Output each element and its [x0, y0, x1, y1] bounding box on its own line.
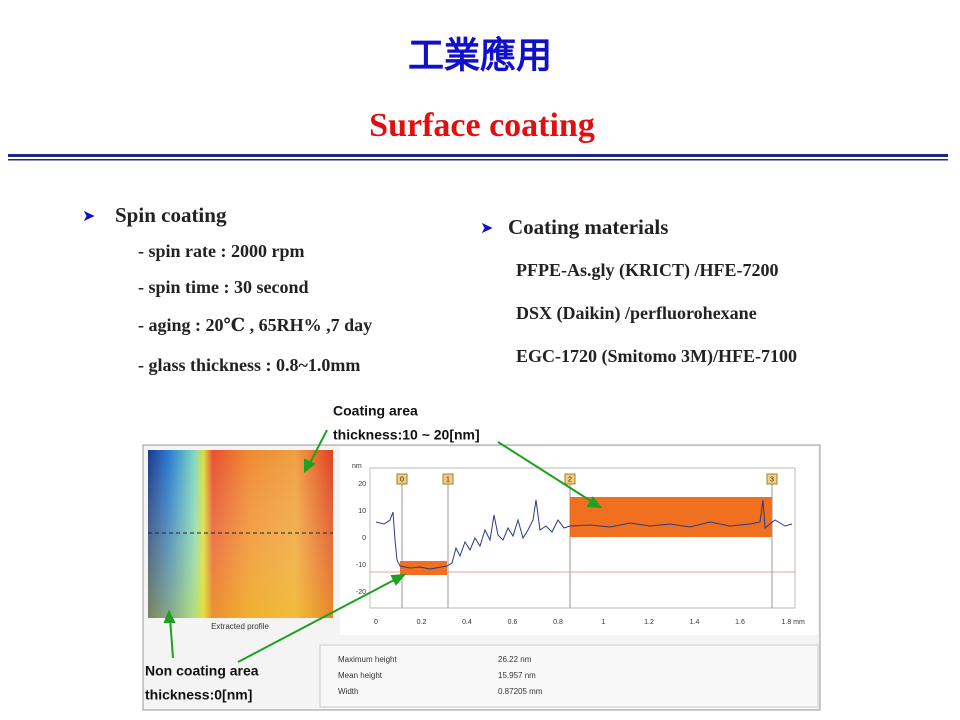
x-tick-label: 1.4 — [690, 619, 700, 626]
y-tick-label: 10 — [358, 508, 366, 515]
x-tick-label: 1.6 — [735, 619, 745, 626]
chart-area — [340, 447, 818, 635]
list-item: PFPE-As.gly (KRICT) /HFE-7200 — [516, 260, 779, 281]
stat-value: 26.22 nm — [498, 655, 532, 664]
annotation: Coating area — [333, 403, 418, 419]
marker-box — [564, 473, 576, 485]
marker-label: 1 — [446, 476, 450, 483]
surface-profile — [375, 499, 793, 570]
plot-frame — [369, 467, 796, 609]
x-tick-label: 0.2 — [417, 619, 427, 626]
arrows — [163, 429, 603, 663]
y-tick-label: 0 — [362, 535, 366, 542]
x-tick-label: 0 — [374, 619, 378, 626]
section-heading: Spin coating — [115, 203, 227, 227]
stats-panel — [319, 644, 819, 708]
list-item: - spin time : 30 second — [138, 277, 309, 297]
stat-label: Maximum height — [338, 655, 397, 664]
x-tick-label: 1.2 — [644, 619, 654, 626]
divider — [8, 154, 948, 157]
annotation: thickness:10 ~ 20[nm] — [333, 427, 480, 443]
y-tick-label: 20 — [358, 481, 366, 488]
slide-subtitle: Surface coating — [369, 107, 595, 144]
x-tick-label: 0.8 — [553, 619, 563, 626]
list-item: - aging : 20℃ , 65RH% ,7 day — [138, 315, 372, 335]
marker-label: 2 — [568, 476, 572, 483]
stat-label: Width — [338, 687, 358, 696]
divider — [8, 159, 948, 161]
y-tick-label: -20 — [356, 589, 366, 596]
list-item: EGC-1720 (Smitomo 3M)/HFE-7100 — [516, 346, 797, 367]
list-item: DSX (Daikin) /perfluorohexane — [516, 303, 757, 324]
bullet: ➤ — [480, 220, 493, 237]
stat-label: Mean height — [338, 671, 383, 680]
marker-label: 0 — [400, 476, 404, 483]
annotation: Non coating area — [145, 663, 259, 679]
y-tick-label: -10 — [356, 562, 366, 569]
annotation: thickness:0[nm] — [145, 687, 252, 703]
marker-box — [396, 473, 408, 485]
stat-value: 15.957 nm — [498, 671, 536, 680]
list-item: - spin rate : 2000 rpm — [138, 241, 304, 261]
marker-box — [442, 473, 454, 485]
slide-title: 工業應用 — [408, 35, 552, 76]
heatmap-overlay — [148, 450, 333, 618]
stat-value: 0.87205 mm — [498, 687, 543, 696]
list-item: - glass thickness : 0.8~1.0mm — [138, 355, 360, 375]
highlight-box — [570, 497, 772, 537]
panel-label: Extracted profile — [211, 622, 269, 631]
x-tick-label: 0.6 — [508, 619, 518, 626]
section-heading: Coating materials — [508, 215, 668, 239]
x-tick-label: 1 — [602, 619, 606, 626]
unit-label: nm — [352, 463, 362, 470]
x-tick-label: 0.4 — [462, 619, 472, 626]
x-tick-label: 1.8 mm — [782, 619, 806, 626]
marker-label: 3 — [770, 476, 774, 483]
marker-box — [766, 473, 778, 485]
bullet: ➤ — [82, 208, 95, 225]
